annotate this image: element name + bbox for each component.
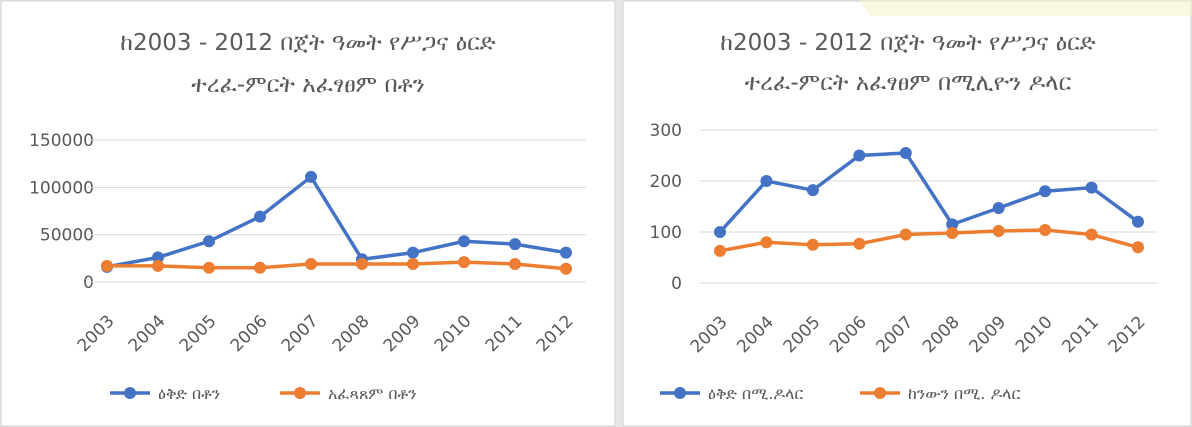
panel-right [622,0,1192,427]
legend-label: አፈጻጸም በቶን [328,384,416,403]
y-tick-label: 100 [650,223,682,243]
y-tick-label: 150000 [29,131,94,151]
chart-title: ከ2003 - 2012 በጀት ዓመት የሥጋና ዕርድ [720,30,1096,56]
legend-marker [874,387,886,399]
legend-label: ከንውን በሚ. ዶላር [908,384,1020,403]
panel-left [0,0,616,427]
point [1085,228,1098,241]
y-tick-label: 0 [83,273,94,293]
chart-title: ተረፈ-ምርት አፈፃፀም በሚሊዮን ዶላር [745,70,1072,96]
point [203,261,215,274]
point [992,224,1005,237]
point [1132,215,1144,228]
y-tick-label: 50000 [40,226,94,246]
point [509,238,521,251]
series-line [719,228,1139,253]
point [853,237,866,250]
series-line [718,151,1140,234]
point [254,261,266,274]
point [458,256,470,269]
point [760,236,773,249]
decoration [860,0,1192,16]
legend-marker [124,387,136,399]
point [152,251,164,264]
series-line [106,174,567,269]
point [1039,185,1052,198]
point [203,235,215,248]
point [152,259,164,272]
point [560,246,572,259]
point [806,238,819,251]
point [458,235,470,248]
point [407,258,419,271]
y-tick-label: 200 [650,172,682,192]
point [714,244,726,257]
point [407,246,419,259]
point [1039,223,1052,236]
point [946,218,959,231]
point [760,175,773,187]
point [899,146,912,159]
point [254,210,266,223]
point [1085,181,1098,194]
y-tick-label: 100000 [29,178,94,198]
point [560,262,572,275]
point [101,259,113,272]
legend-label: ዕቅድ በሚ.ዶላር [708,384,803,403]
point [1132,241,1144,254]
chart-title: ከ2003 - 2012 በጀት ዓመት የሥጋና ዕርድ [120,30,496,56]
legend-marker [294,387,306,399]
point [992,202,1005,215]
point [806,184,819,197]
legend-label: ዕቅድ በቶን [158,384,220,403]
point [356,258,368,271]
point [899,228,912,241]
series-line [107,260,567,271]
legend-marker [674,387,686,399]
point [305,258,317,271]
point [714,226,726,238]
chart-title: ተረፈ-ምርት አፈፃፀም በቶን [191,72,425,98]
point [305,170,317,183]
point [946,227,959,240]
y-tick-label: 300 [650,121,682,141]
point [509,258,521,271]
point [853,149,866,162]
y-tick-label: 0 [671,274,682,294]
